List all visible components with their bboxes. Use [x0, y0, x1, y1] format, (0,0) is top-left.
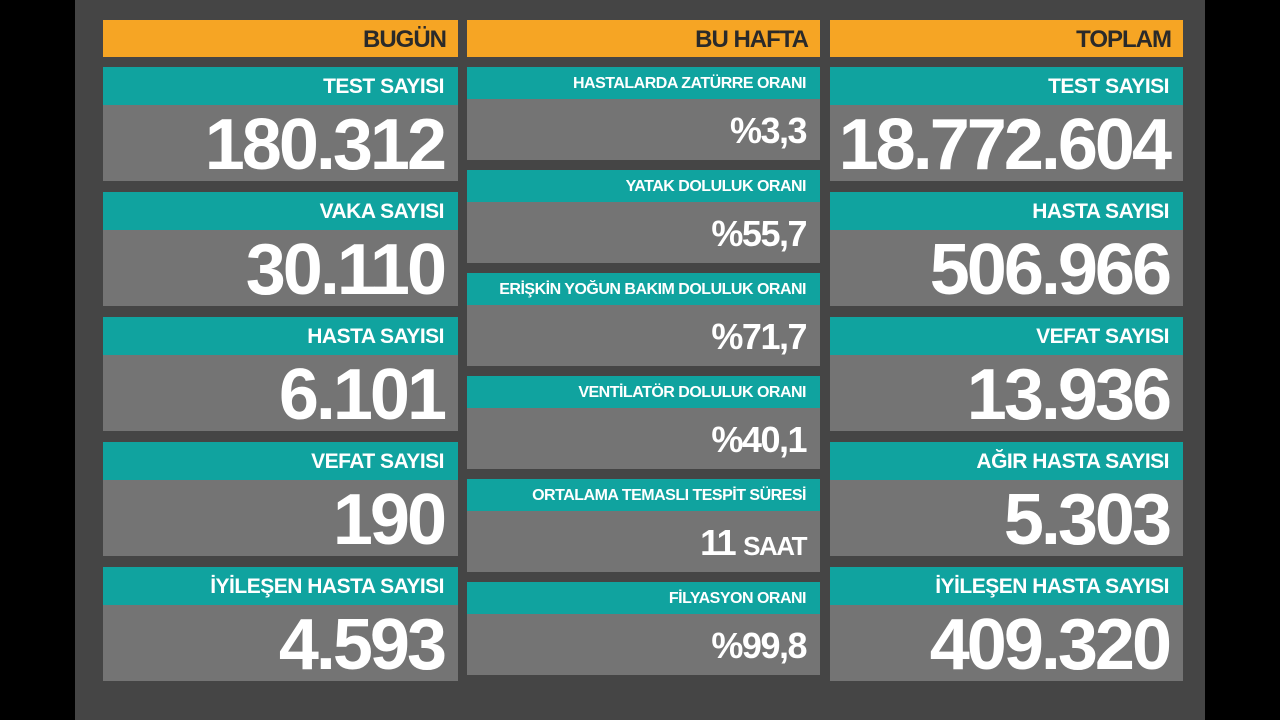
stat-value: %40,1 — [467, 408, 820, 469]
value-number: 190 — [332, 480, 447, 560]
stat-card: HASTA SAYISI 506.966 — [830, 192, 1183, 310]
value-number: %40,1 — [711, 419, 807, 460]
stat-card: VAKA SAYISI 30.110 — [103, 192, 458, 310]
value-number: 4.593 — [278, 605, 447, 685]
stat-label: İYİLEŞEN HASTA SAYISI — [830, 567, 1183, 605]
value-number: 13.936 — [966, 355, 1172, 435]
stat-value: 18.772.604 — [830, 105, 1183, 185]
stat-value: 409.320 — [830, 605, 1183, 685]
value-number: 30.110 — [245, 230, 447, 310]
stat-card: VEFAT SAYISI 190 — [103, 442, 458, 560]
stat-value: 30.110 — [103, 230, 458, 310]
stat-value: 4.593 — [103, 605, 458, 685]
stat-value: 180.312 — [103, 105, 458, 185]
stat-card: YATAK DOLULUK ORANI %55,7 — [467, 170, 820, 263]
stat-label: VEFAT SAYISI — [830, 317, 1183, 355]
stat-value: 190 — [103, 480, 458, 560]
stat-value: 506.966 — [830, 230, 1183, 310]
stat-label: ORTALAMA TEMASLI TESPİT SÜRESİ — [467, 479, 820, 511]
stat-card: FİLYASYON ORANI %99,8 — [467, 582, 820, 675]
column: BU HAFTA HASTALARDA ZATÜRRE ORANI %3,3 YATA… — [467, 20, 820, 680]
column-header: TOPLAM — [830, 20, 1183, 57]
stat-card: TEST SAYISI 18.772.604 — [830, 67, 1183, 185]
stat-card: TEST SAYISI 180.312 — [103, 67, 458, 185]
stat-card: HASTA SAYISI 6.101 — [103, 317, 458, 435]
stat-label: TEST SAYISI — [103, 67, 458, 105]
stat-label: FİLYASYON ORANI — [467, 582, 820, 614]
value-number: 18.772.604 — [838, 105, 1172, 185]
value-unit: SAAT — [743, 531, 807, 561]
stat-value: %3,3 — [467, 99, 820, 160]
stat-label: VAKA SAYISI — [103, 192, 458, 230]
stat-card: İYİLEŞEN HASTA SAYISI 4.593 — [103, 567, 458, 685]
stat-card: HASTALARDA ZATÜRRE ORANI %3,3 — [467, 67, 820, 160]
stat-label: TEST SAYISI — [830, 67, 1183, 105]
value-number: 409.320 — [929, 605, 1172, 685]
stat-card: VENTİLATÖR DOLULUK ORANI %40,1 — [467, 376, 820, 469]
value-number: 506.966 — [929, 230, 1172, 310]
value-number: 180.312 — [204, 105, 447, 185]
stat-label: AĞIR HASTA SAYISI — [830, 442, 1183, 480]
column-header: BU HAFTA — [467, 20, 820, 57]
value-number: 5.303 — [1003, 480, 1172, 560]
stat-label: İYİLEŞEN HASTA SAYISI — [103, 567, 458, 605]
stat-label: HASTALARDA ZATÜRRE ORANI — [467, 67, 820, 99]
stat-card: AĞIR HASTA SAYISI 5.303 — [830, 442, 1183, 560]
stat-card: İYİLEŞEN HASTA SAYISI 409.320 — [830, 567, 1183, 685]
stat-value: 11 SAAT — [467, 511, 820, 572]
stat-value: %55,7 — [467, 202, 820, 263]
stat-label: ERİŞKİN YOĞUN BAKIM DOLULUK ORANI — [467, 273, 820, 305]
stat-label: VENTİLATÖR DOLULUK ORANI — [467, 376, 820, 408]
column: BUGÜN TEST SAYISI 180.312 VAKA SAYISI 30.110… — [103, 20, 458, 685]
value-number: %3,3 — [729, 110, 808, 151]
value-number: %55,7 — [711, 213, 807, 254]
stat-label: YATAK DOLULUK ORANI — [467, 170, 820, 202]
stat-card: VEFAT SAYISI 13.936 — [830, 317, 1183, 435]
value-number: 11 — [700, 522, 737, 563]
column: TOPLAM TEST SAYISI 18.772.604 HASTA SAYISI 5… — [830, 20, 1183, 685]
stat-label: VEFAT SAYISI — [103, 442, 458, 480]
stat-value: 6.101 — [103, 355, 458, 435]
column-header: BUGÜN — [103, 20, 458, 57]
stat-value: 13.936 — [830, 355, 1183, 435]
stat-card: ERİŞKİN YOĞUN BAKIM DOLULUK ORANI %71,7 — [467, 273, 820, 366]
stat-value: %99,8 — [467, 614, 820, 675]
stat-card: ORTALAMA TEMASLI TESPİT SÜRESİ 11 SAAT — [467, 479, 820, 572]
stat-label: HASTA SAYISI — [830, 192, 1183, 230]
stat-value: %71,7 — [467, 305, 820, 366]
dashboard: BUGÜN TEST SAYISI 180.312 VAKA SAYISI 30.110… — [75, 0, 1205, 720]
value-number: %71,7 — [711, 316, 807, 357]
value-number: 6.101 — [278, 355, 447, 435]
stat-value: 5.303 — [830, 480, 1183, 560]
value-number: %99,8 — [711, 625, 807, 666]
stat-label: HASTA SAYISI — [103, 317, 458, 355]
